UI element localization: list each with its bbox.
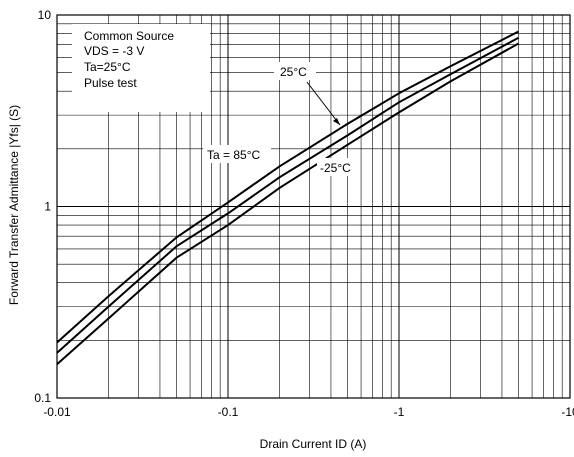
label-bg-25 — [274, 62, 316, 80]
condition-line-2: VDS = -3 V — [84, 44, 144, 58]
condition-line-4: Pulse test — [84, 76, 137, 90]
series-line-2 — [56, 42, 519, 366]
y-axis-title: Forward Transfer Admittance |Yfs| (S) — [7, 105, 21, 305]
conditions-box: Common Source VDS = -3 V Ta=25°C Pulse t… — [72, 24, 210, 112]
condition-line-1: Common Source — [84, 29, 174, 43]
x-tick-label: -0.01 — [43, 405, 71, 419]
y-tick-label: 1 — [44, 200, 51, 214]
leader-arrow-25c — [333, 118, 340, 125]
y-tick-label: 10 — [38, 8, 52, 22]
plot-frame — [56, 14, 571, 399]
label-bg-m25 — [317, 158, 359, 176]
condition-line-3: Ta=25°C — [84, 60, 131, 74]
data-series — [56, 30, 519, 366]
label-bg-85 — [203, 145, 271, 163]
x-tick-label: -1 — [394, 405, 405, 419]
x-tick-label: -10 — [561, 405, 574, 419]
x-axis-title: Drain Current ID (A) — [260, 437, 367, 451]
x-tick-label: -0.1 — [218, 405, 239, 419]
series-label-m25c: -25°C — [320, 161, 351, 175]
y-tick-label: 0.1 — [34, 391, 51, 405]
x-tick-labels: -0.01 -0.1 -1 -10 — [43, 405, 574, 419]
series-label-85c: Ta = 85°C — [207, 148, 260, 162]
series-line-1 — [56, 36, 519, 354]
series-line-0 — [56, 30, 519, 344]
y-tick-labels: 0.1 1 10 — [34, 8, 51, 405]
leader-line-25c — [306, 81, 341, 126]
series-label-25c: 25°C — [280, 65, 307, 79]
